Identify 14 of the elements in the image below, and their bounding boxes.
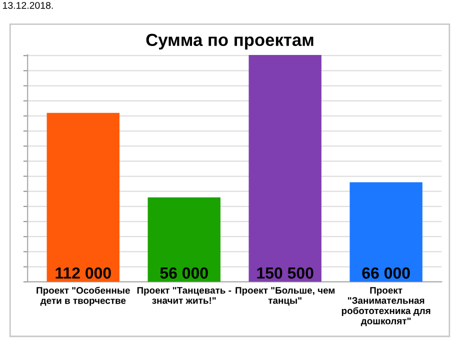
text: 13.12.2018.	[3, 2, 53, 9]
bar	[46, 112, 120, 282]
bar	[148, 197, 220, 282]
x-tick-label: Проект "Особенные дети в творчестве	[36, 286, 130, 306]
data-label: 112 000	[56, 267, 111, 279]
data-label: 66 000	[362, 267, 410, 279]
bar	[248, 54, 322, 282]
x-tick-label: Проект "Танцевать - значит жить!"	[137, 287, 232, 304]
x-tick-label: Проект "Занимательная робототехника для дошколят"	[342, 287, 430, 326]
bar	[350, 182, 422, 282]
data-label: 150 500	[257, 267, 314, 279]
data-label: 56 000	[160, 267, 208, 279]
chart-title: Сумма по проектам	[146, 34, 314, 50]
x-tick-label: Проект "Больше, чем танцы"	[236, 287, 334, 306]
